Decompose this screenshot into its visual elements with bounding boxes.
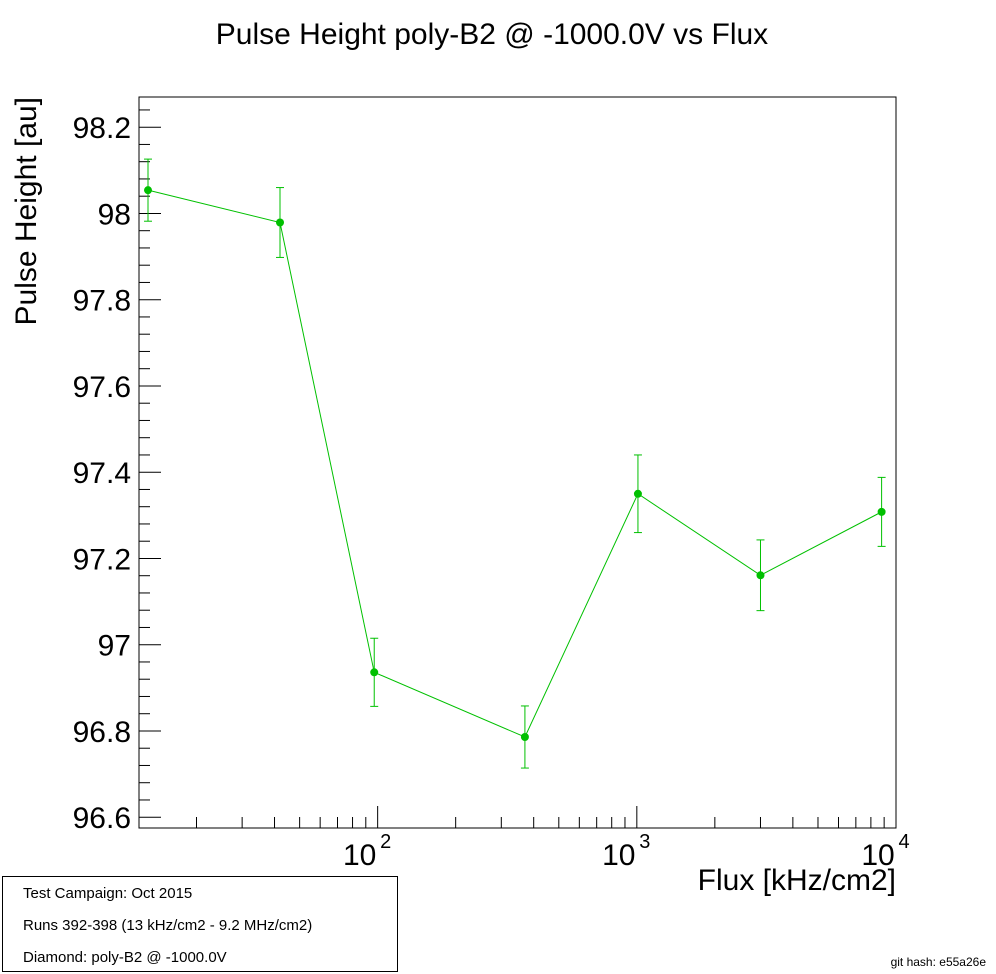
- x-tick-label: 10: [861, 839, 894, 872]
- x-tick-label: 10: [343, 839, 376, 872]
- x-tick-labels: 10 2 10 3 10 4: [343, 831, 910, 872]
- x-tick-exponent: 3: [639, 831, 650, 853]
- y-tick-label: 97.6: [73, 371, 131, 404]
- data-point: [877, 507, 886, 516]
- axis-ticks: [139, 109, 897, 828]
- info-box: Test Campaign: Oct 2015 Runs 392-398 (13…: [2, 876, 398, 972]
- y-tick-label: 97.4: [73, 457, 131, 490]
- y-tick-label: 97.8: [73, 285, 131, 318]
- x-tick-exponent: 4: [898, 831, 909, 853]
- data-point: [144, 186, 153, 195]
- y-tick-label: 96.6: [73, 802, 131, 835]
- y-tick-label: 98: [98, 198, 131, 231]
- y-tick-label: 97.2: [73, 543, 131, 576]
- data-point: [756, 571, 765, 580]
- chart-title: Pulse Height poly-B2 @ -1000.0V vs Flux: [216, 18, 768, 51]
- series-line: [147, 189, 882, 738]
- campaign-label: Test Campaign: Oct 2015: [23, 885, 193, 902]
- data-series: [144, 158, 886, 769]
- data-point: [633, 489, 642, 498]
- data-point: [276, 218, 285, 227]
- y-axis-label: Pulse Height [au]: [10, 97, 43, 325]
- x-tick-exponent: 2: [380, 831, 391, 853]
- data-point: [520, 733, 529, 742]
- x-axis-label: Flux [kHz/cm2]: [698, 864, 896, 897]
- runs-label: Runs 392-398 (13 kHz/cm2 - 9.2 MHz/cm2): [23, 917, 313, 934]
- y-tick-label: 98.2: [73, 112, 131, 145]
- x-tick-label: 10: [602, 839, 635, 872]
- plot-frame: [138, 96, 897, 829]
- git-hash: git hash: e55a26e: [890, 955, 986, 969]
- y-tick-labels: 96.6 96.8 97 97.2 97.4 97.6 97.8 98 98.2: [73, 112, 131, 835]
- data-point: [370, 668, 379, 677]
- diamond-label: Diamond: poly-B2 @ -1000.0V: [23, 949, 227, 966]
- y-tick-label: 96.8: [73, 716, 131, 749]
- y-tick-label: 97: [98, 630, 131, 663]
